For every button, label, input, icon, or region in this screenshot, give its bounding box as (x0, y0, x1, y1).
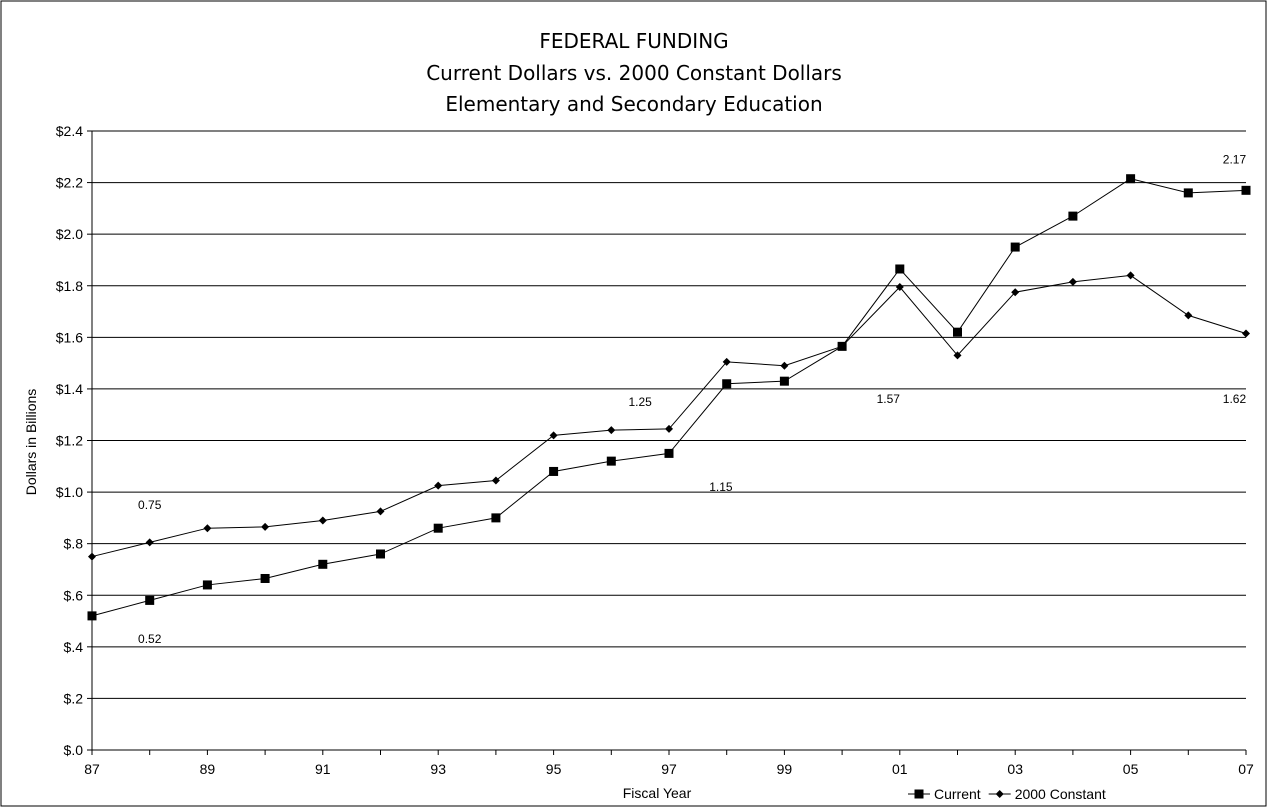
data-point-current (1183, 188, 1193, 198)
x-tick-label: 89 (200, 761, 216, 777)
x-tick-label: 01 (892, 761, 908, 777)
data-point-2000-constant (1068, 277, 1077, 286)
data-label: 0.52 (138, 632, 162, 646)
y-axis-ticks: $.0 $.2 $.4 $.6 $.8 $1.0 $1.2 $1.4 $1.6 $1.8 $2.0 $… (56, 123, 92, 758)
data-point-current (1126, 174, 1136, 184)
data-point-2000-constant (895, 283, 904, 292)
x-tick-label: 95 (546, 761, 562, 777)
data-point-2000-constant (1184, 311, 1193, 320)
data-point-2000-constant (88, 552, 96, 561)
x-tick-label: 87 (84, 761, 100, 777)
data-label: 1.15 (709, 480, 733, 494)
y-tick-label: $1.4 (56, 381, 83, 397)
data-point-current (87, 611, 97, 621)
data-point-2000-constant (261, 522, 270, 531)
series-2000-constant (88, 271, 1250, 561)
x-tick-label: 05 (1123, 761, 1139, 777)
data-point-current (895, 264, 905, 274)
y-tick-label: $.6 (64, 587, 84, 603)
x-tick-label: 97 (661, 761, 677, 777)
data-label: 2.17 (1223, 152, 1247, 166)
chart-title-line-1: FEDERAL FUNDING (539, 29, 728, 53)
y-tick-label: $.2 (64, 690, 84, 706)
data-point-current (1010, 242, 1020, 252)
data-point-current (1241, 185, 1251, 195)
data-point-2000-constant (722, 357, 731, 366)
y-tick-label: $2.2 (56, 175, 83, 191)
chart-title-line-3: Elementary and Secondary Education (445, 92, 822, 116)
data-point-2000-constant (434, 481, 443, 490)
legend-item-current: Current (908, 786, 981, 802)
data-point-current (318, 559, 328, 569)
data-point-current (202, 580, 212, 590)
data-point-2000-constant (1242, 329, 1250, 338)
data-point-2000-constant (780, 361, 789, 370)
legend: Current 2000 Constant (908, 786, 1106, 802)
data-point-current (606, 456, 616, 466)
y-tick-label: $1.2 (56, 433, 83, 449)
data-point-2000-constant (145, 538, 154, 547)
series-layer (87, 174, 1251, 621)
data-annotations: 0.75 0.52 1.25 1.15 1.57 2.17 1.62 (138, 152, 1246, 646)
y-tick-label: $.8 (64, 536, 84, 552)
x-axis-label: Fiscal Year (623, 785, 692, 801)
y-tick-label: $.0 (64, 742, 84, 758)
data-label: 1.62 (1223, 392, 1247, 406)
data-point-2000-constant (665, 424, 673, 433)
data-point-current (722, 379, 732, 389)
data-point-current (260, 573, 270, 583)
data-point-current (549, 466, 559, 476)
data-point-2000-constant (953, 351, 962, 360)
y-tick-label: $1.6 (56, 329, 83, 345)
data-point-2000-constant (318, 516, 327, 525)
x-axis-ticks: 87 89 91 93 95 97 99 01 03 05 07 (84, 750, 1254, 777)
y-tick-label: $1.8 (56, 278, 83, 294)
legend-swatch-marker (914, 789, 924, 799)
data-point-current (953, 327, 962, 337)
data-label: 1.25 (628, 395, 652, 409)
data-point-current (145, 595, 155, 605)
data-label: 1.57 (877, 392, 901, 406)
data-point-2000-constant (203, 524, 212, 533)
data-point-current (376, 549, 385, 559)
data-point-2000-constant (549, 431, 558, 440)
data-point-2000-constant (491, 476, 500, 485)
legend-label: Current (934, 786, 981, 802)
x-tick-label: 91 (315, 761, 331, 777)
x-tick-label: 07 (1238, 761, 1254, 777)
legend-label: 2000 Constant (1015, 786, 1106, 802)
x-tick-label: 99 (777, 761, 793, 777)
x-tick-label: 93 (430, 761, 446, 777)
legend-item-2000-constant: 2000 Constant (988, 786, 1106, 802)
data-point-current (433, 523, 443, 533)
data-point-current (779, 376, 789, 386)
y-tick-label: $.4 (64, 639, 84, 655)
y-tick-label: $2.4 (56, 123, 83, 139)
data-label: 0.75 (138, 498, 162, 512)
y-axis-label: Dollars in Billions (23, 389, 39, 496)
data-point-2000-constant (838, 342, 847, 351)
data-point-2000-constant (1011, 288, 1020, 297)
data-point-2000-constant (376, 507, 385, 516)
y-tick-label: $2.0 (56, 226, 83, 242)
data-point-current (1068, 211, 1078, 221)
data-point-current (491, 513, 501, 523)
data-point-current (664, 448, 674, 458)
chart-title-line-2: Current Dollars vs. 2000 Constant Dollar… (426, 61, 842, 85)
gridlines (92, 130, 1246, 699)
x-tick-label: 03 (1007, 761, 1023, 777)
legend-swatch-marker (995, 790, 1004, 798)
y-tick-label: $1.0 (56, 484, 83, 500)
data-point-2000-constant (607, 426, 616, 435)
data-point-2000-constant (1126, 271, 1135, 280)
